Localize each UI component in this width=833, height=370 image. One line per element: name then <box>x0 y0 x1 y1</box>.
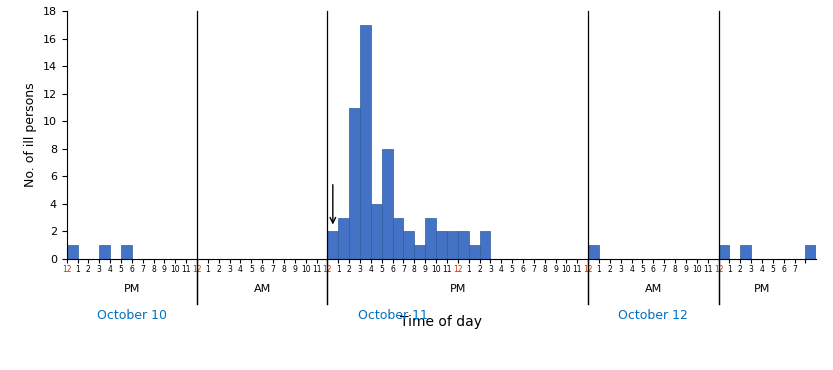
Bar <box>327 232 338 259</box>
Text: October 11: October 11 <box>357 309 427 322</box>
Bar <box>392 218 403 259</box>
Bar <box>447 232 458 259</box>
Bar <box>458 232 469 259</box>
Bar <box>349 108 360 259</box>
Bar <box>360 25 371 259</box>
Y-axis label: No. of ill persons: No. of ill persons <box>24 83 37 187</box>
Bar <box>469 245 480 259</box>
Text: October 10: October 10 <box>97 309 167 322</box>
Bar <box>436 232 447 259</box>
Bar <box>741 245 751 259</box>
Bar <box>425 218 436 259</box>
Bar <box>719 245 730 259</box>
Text: AM: AM <box>645 284 662 294</box>
Text: PM: PM <box>754 284 771 294</box>
Text: PM: PM <box>450 284 466 294</box>
Bar <box>403 232 414 259</box>
Bar <box>371 204 382 259</box>
Bar <box>121 245 132 259</box>
X-axis label: Time of day: Time of day <box>401 315 482 329</box>
Bar <box>480 232 491 259</box>
Bar <box>67 245 77 259</box>
Text: PM: PM <box>123 284 140 294</box>
Bar <box>414 245 425 259</box>
Text: October 12: October 12 <box>618 309 688 322</box>
Bar <box>588 245 599 259</box>
Bar <box>99 245 110 259</box>
Bar <box>806 245 816 259</box>
Bar <box>382 149 392 259</box>
Bar <box>338 218 349 259</box>
Text: AM: AM <box>253 284 271 294</box>
